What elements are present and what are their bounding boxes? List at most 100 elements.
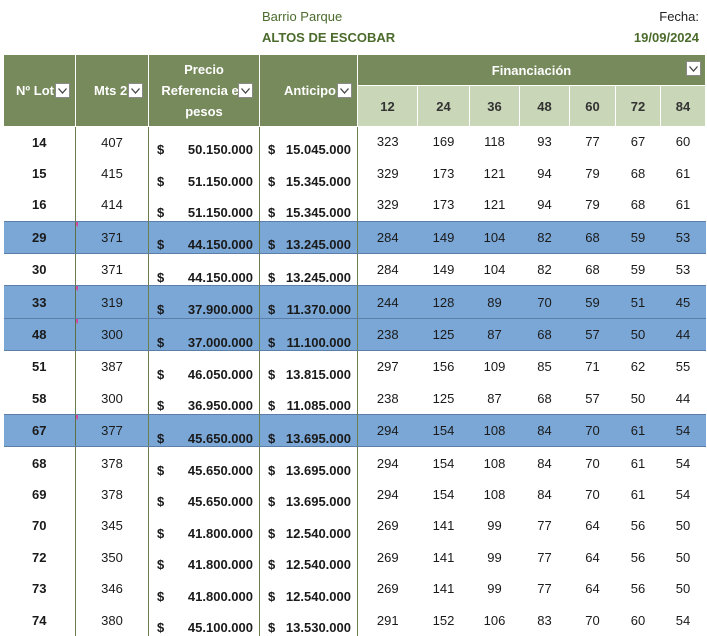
cell-cuota[interactable]: 57 [569, 317, 616, 352]
cell-mts[interactable]: 377 [75, 414, 149, 448]
filter-dropdown-icon[interactable] [55, 83, 70, 98]
cell-cuota[interactable]: 70 [585, 612, 600, 628]
cell-cuota[interactable]: 51 [615, 285, 661, 319]
table-row[interactable]: 73 346 $41.800.000 $12.540.000 269 141 99 77 64 5… [3, 572, 706, 605]
cell-cuota[interactable]: 56 [630, 518, 646, 534]
cell-lote[interactable]: 70 [3, 510, 76, 542]
cell-cuota[interactable]: 128 [417, 285, 470, 319]
cell-precio[interactable]: $51.150.000 [148, 157, 260, 190]
cell-cuota[interactable]: 71 [585, 359, 600, 375]
cell-cuota[interactable]: 50 [615, 317, 661, 352]
cell-anticipo[interactable]: $15.045.000 [259, 126, 358, 158]
cell-cuota[interactable]: 82 [537, 262, 552, 278]
cell-cuota[interactable]: 55 [675, 359, 691, 375]
cell-cuota[interactable]: 59 [630, 262, 646, 278]
cell-cuota[interactable]: 141 [432, 581, 455, 597]
cell-cuota[interactable]: 59 [615, 220, 661, 255]
cell-cuota[interactable]: 59 [569, 285, 616, 319]
cell-cuota[interactable]: 154 [417, 414, 470, 448]
cell-lote[interactable]: 29 [3, 220, 76, 255]
cell-cuota[interactable]: 50 [675, 518, 691, 534]
cell-cuota[interactable]: 109 [483, 359, 506, 375]
table-row[interactable]: 14 407 $50.150.000 $15.045.000 323 169 118 93 77… [3, 126, 706, 158]
cell-cuota[interactable]: 60 [675, 134, 691, 150]
cell-lote[interactable]: 16 [3, 189, 76, 222]
cell-cuota[interactable]: 67 [630, 134, 646, 150]
cell-mts[interactable]: 414 [75, 189, 149, 222]
cell-lote[interactable]: 33 [3, 285, 76, 319]
cell-cuota[interactable]: 68 [537, 390, 552, 406]
cell-cuota[interactable]: 121 [483, 197, 506, 213]
cell-cuota[interactable]: 68 [569, 220, 616, 255]
cell-lote[interactable]: 30 [3, 253, 76, 286]
cell-precio[interactable]: $46.050.000 [148, 350, 260, 383]
cell-cuota[interactable]: 94 [537, 197, 552, 213]
cell-cuota[interactable]: 244 [357, 285, 418, 319]
cell-cuota[interactable]: 297 [376, 359, 399, 375]
cell-anticipo[interactable]: $13.245.000 [259, 253, 358, 286]
cell-cuota[interactable]: 269 [376, 518, 399, 534]
cell-anticipo[interactable]: $11.085.000 [259, 382, 358, 415]
cell-cuota[interactable]: 68 [585, 262, 600, 278]
cell-cuota[interactable]: 269 [376, 581, 399, 597]
cell-anticipo[interactable]: $13.530.000 [259, 604, 358, 636]
cell-cuota[interactable]: 54 [675, 486, 691, 502]
table-row[interactable]: 72 350 $41.800.000 $12.540.000 269 141 99 77 64 5… [3, 541, 706, 573]
table-row[interactable]: 33 319 $37.900.000 $11.370.000 244 128 89 70 59 5… [3, 285, 706, 319]
col-header-precio[interactable]: Precio Referencia en pesos [148, 54, 260, 127]
cell-cuota[interactable]: 70 [569, 414, 616, 448]
filter-dropdown-icon[interactable] [686, 61, 701, 76]
filter-dropdown-icon[interactable] [337, 83, 352, 98]
cell-cuota[interactable]: 99 [487, 581, 502, 597]
cell-cuota[interactable]: 294 [376, 455, 399, 471]
table-row[interactable]: 30 371 $44.150.000 $13.245.000 284 149 104 82 68… [3, 253, 706, 286]
cell-cuota[interactable]: 89 [469, 285, 520, 319]
cell-anticipo[interactable]: $11.100.000 [259, 317, 358, 352]
cell-lote[interactable]: 58 [3, 382, 76, 415]
cell-anticipo[interactable]: $13.695.000 [259, 414, 358, 448]
cell-cuota[interactable]: 93 [537, 134, 552, 150]
table-row[interactable]: 74 380 $45.100.000 $13.530.000 291 152 106 83 70… [3, 604, 706, 636]
cell-cuota[interactable]: 70 [585, 455, 600, 471]
cell-cuota[interactable]: 329 [376, 166, 399, 182]
table-row[interactable]: 16 414 $51.150.000 $15.345.000 329 173 121 94 79… [3, 189, 706, 222]
cell-cuota[interactable]: 77 [537, 581, 552, 597]
cell-cuota[interactable]: 50 [630, 390, 646, 406]
cell-lote[interactable]: 73 [3, 572, 76, 605]
table-row[interactable]: 70 345 $41.800.000 $12.540.000 269 141 99 77 64 5… [3, 510, 706, 542]
cell-cuota[interactable]: 79 [585, 166, 600, 182]
cell-cuota[interactable]: 64 [585, 549, 600, 565]
cell-precio[interactable]: $41.800.000 [148, 541, 260, 573]
cell-precio[interactable]: $44.150.000 [148, 220, 260, 255]
cell-mts[interactable]: 387 [75, 350, 149, 383]
cell-cuota[interactable]: 141 [432, 518, 455, 534]
cell-anticipo[interactable]: $15.345.000 [259, 157, 358, 190]
cell-precio[interactable]: $50.150.000 [148, 126, 260, 158]
cell-lote[interactable]: 51 [3, 350, 76, 383]
cell-cuota[interactable]: 70 [585, 486, 600, 502]
cell-cuota[interactable]: 106 [483, 612, 506, 628]
cell-cuota[interactable]: 53 [675, 262, 691, 278]
cell-mts[interactable]: 380 [75, 604, 149, 636]
cell-cuota[interactable]: 238 [376, 390, 399, 406]
cell-cuota[interactable]: 154 [432, 455, 455, 471]
cell-cuota[interactable]: 56 [630, 549, 646, 565]
cell-cuota[interactable]: 141 [432, 549, 455, 565]
cell-precio[interactable]: $41.800.000 [148, 510, 260, 542]
cell-mts[interactable]: 300 [75, 317, 149, 352]
cell-mts[interactable]: 415 [75, 157, 149, 190]
cell-mts[interactable]: 371 [75, 253, 149, 286]
cell-cuota[interactable]: 118 [484, 134, 505, 150]
cell-mts[interactable]: 346 [75, 572, 149, 605]
cell-anticipo[interactable]: $11.370.000 [259, 285, 358, 319]
cell-cuota[interactable]: 83 [537, 612, 552, 628]
cell-cuota[interactable]: 61 [615, 414, 661, 448]
cell-cuota[interactable]: 238 [357, 317, 418, 352]
table-row[interactable]: 29 371 $44.150.000 $13.245.000 284 149 104 82 68… [3, 220, 706, 255]
cell-cuota[interactable]: 108 [483, 455, 506, 471]
cell-anticipo[interactable]: $13.815.000 [259, 350, 358, 383]
cell-precio[interactable]: $45.650.000 [148, 446, 260, 479]
cell-cuota[interactable]: 61 [675, 166, 691, 182]
cell-mts[interactable]: 378 [75, 478, 149, 511]
cell-cuota[interactable]: 173 [432, 197, 455, 213]
